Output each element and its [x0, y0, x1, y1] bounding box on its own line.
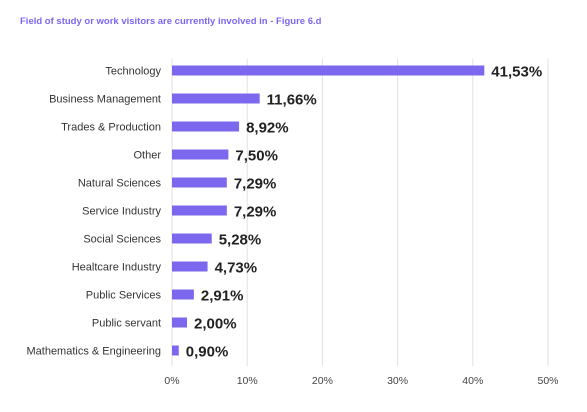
- bar: [172, 177, 227, 188]
- category-label: Technology: [105, 66, 161, 78]
- x-tick-label: 10%: [237, 375, 258, 387]
- category-label: Mathematics & Engineering: [26, 346, 161, 358]
- x-tick-label: 0%: [164, 375, 179, 387]
- data-label: 7,29%: [234, 204, 277, 221]
- data-label: 8,92%: [246, 120, 289, 137]
- category-label: Natural Sciences: [78, 178, 162, 190]
- chart-title: Field of study or work visitors are curr…: [20, 16, 322, 27]
- category-label: Social Sciences: [83, 234, 161, 246]
- category-label: Service Industry: [82, 206, 161, 218]
- bar: [172, 93, 260, 104]
- category-label: Trades & Production: [61, 122, 161, 134]
- bar: [172, 121, 240, 132]
- category-label: Business Management: [49, 94, 161, 106]
- x-tick-label: 40%: [462, 375, 483, 387]
- bar: [172, 65, 485, 76]
- bar: [172, 261, 208, 272]
- data-label: 0,90%: [186, 344, 229, 361]
- data-label: 7,29%: [234, 176, 277, 193]
- bar: [172, 317, 188, 328]
- bar: [172, 345, 179, 356]
- data-label: 4,73%: [215, 260, 258, 277]
- category-label: Other: [133, 150, 161, 162]
- data-label: 2,00%: [194, 316, 237, 333]
- bar: [172, 233, 212, 244]
- bar: [172, 205, 227, 216]
- data-label: 11,66%: [267, 92, 317, 109]
- category-label: Public Services: [86, 290, 162, 302]
- data-label: 41,53%: [491, 64, 542, 81]
- data-label: 7,50%: [235, 148, 278, 165]
- bar: [172, 149, 229, 160]
- data-label: 5,28%: [219, 232, 262, 249]
- data-label: 2,91%: [201, 288, 244, 305]
- x-tick-label: 50%: [537, 375, 558, 387]
- x-tick-label: 30%: [387, 375, 408, 387]
- category-label: Healtcare Industry: [72, 262, 162, 274]
- bar: [172, 289, 194, 300]
- x-tick-label: 20%: [312, 375, 333, 387]
- category-label: Public servant: [92, 318, 161, 330]
